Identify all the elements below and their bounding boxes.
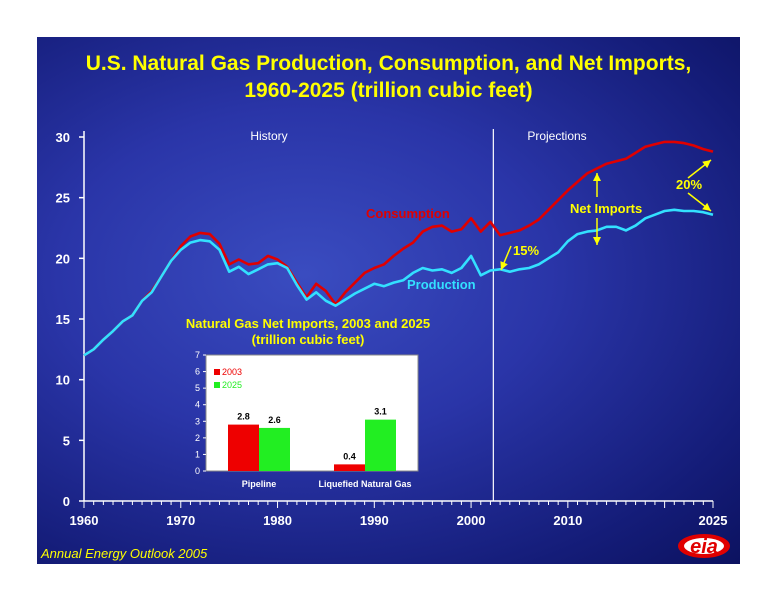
x-tick-label: 1960 bbox=[70, 513, 99, 528]
inset-bar-2025 bbox=[365, 419, 396, 471]
inset-y-tick-label: 3 bbox=[195, 416, 200, 426]
arrow-net-imports-down-head bbox=[593, 237, 601, 245]
footer-source: Annual Energy Outlook 2005 bbox=[41, 546, 208, 561]
series-line-consumption bbox=[83, 140, 714, 357]
y-tick-label: 10 bbox=[56, 373, 70, 388]
inset-category-label: Liquefied Natural Gas bbox=[318, 479, 411, 489]
eia-logo-inner bbox=[684, 538, 724, 554]
x-tick-label: 1970 bbox=[166, 513, 195, 528]
projections-label: Projections bbox=[527, 129, 586, 143]
arrow-20pct-down-head bbox=[702, 202, 711, 211]
inset-bar-2025 bbox=[259, 427, 290, 471]
inset-bar-label: 0.4 bbox=[343, 451, 356, 461]
inset-bar-2003 bbox=[334, 464, 365, 471]
inset-y-tick-label: 2 bbox=[195, 433, 200, 443]
x-tick-label: 2025 bbox=[699, 513, 728, 528]
pct-2025-annotation: 20% bbox=[676, 177, 702, 192]
eia-logo: eia bbox=[678, 534, 730, 558]
inset-legend-label-2025: 2025 bbox=[222, 380, 242, 390]
x-tick-label: 2000 bbox=[457, 513, 486, 528]
production-series-label: Production bbox=[407, 277, 476, 292]
inset-bar-label: 3.1 bbox=[374, 407, 387, 417]
chart-title-line1: U.S. Natural Gas Production, Consumption… bbox=[85, 52, 692, 75]
pct-2003-annotation: 15% bbox=[513, 243, 539, 258]
inset-y-tick-label: 4 bbox=[195, 400, 200, 410]
consumption-series-label: Consumption bbox=[366, 206, 450, 221]
y-tick-label: 30 bbox=[56, 130, 70, 145]
inset-legend-label-2003: 2003 bbox=[222, 367, 242, 377]
y-tick-label: 25 bbox=[56, 191, 70, 206]
inset-bar-label: 2.6 bbox=[268, 415, 281, 425]
inset-legend-swatch-2025 bbox=[214, 382, 220, 388]
chart-title-line2: 1960-2025 (trillion cubic feet) bbox=[244, 79, 533, 102]
inset-y-tick-label: 5 bbox=[195, 383, 200, 393]
series-line-production bbox=[83, 208, 714, 357]
eia-logo-text: eia bbox=[690, 536, 718, 558]
x-tick-label: 2010 bbox=[553, 513, 582, 528]
arrow-net-imports-up-head bbox=[593, 173, 601, 181]
x-tick-label: 1980 bbox=[263, 513, 292, 528]
inset-subtitle: (trillion cubic feet) bbox=[252, 332, 365, 347]
y-tick-label: 20 bbox=[56, 251, 70, 266]
inset-y-tick-label: 0 bbox=[195, 466, 200, 476]
y-tick-label: 0 bbox=[63, 494, 70, 509]
inset-bar-label: 2.8 bbox=[237, 412, 250, 422]
y-tick-label: 15 bbox=[56, 312, 70, 327]
inset-title: Natural Gas Net Imports, 2003 and 2025 bbox=[186, 316, 430, 331]
slide-background bbox=[37, 37, 740, 564]
inset-y-tick-label: 1 bbox=[195, 449, 200, 459]
x-tick-label: 1990 bbox=[360, 513, 389, 528]
arrow-15pct-head bbox=[500, 261, 508, 270]
inset-y-tick-label: 6 bbox=[195, 367, 200, 377]
net-imports-annotation: Net Imports bbox=[570, 201, 642, 216]
y-tick-label: 5 bbox=[63, 433, 70, 448]
arrow-20pct-up-head bbox=[702, 160, 711, 169]
history-label: History bbox=[250, 129, 287, 143]
inset-y-tick-label: 7 bbox=[195, 350, 200, 360]
inset-legend-swatch-2003 bbox=[214, 369, 220, 375]
inset-category-label: Pipeline bbox=[242, 479, 277, 489]
inset-bar-2003 bbox=[228, 424, 259, 471]
